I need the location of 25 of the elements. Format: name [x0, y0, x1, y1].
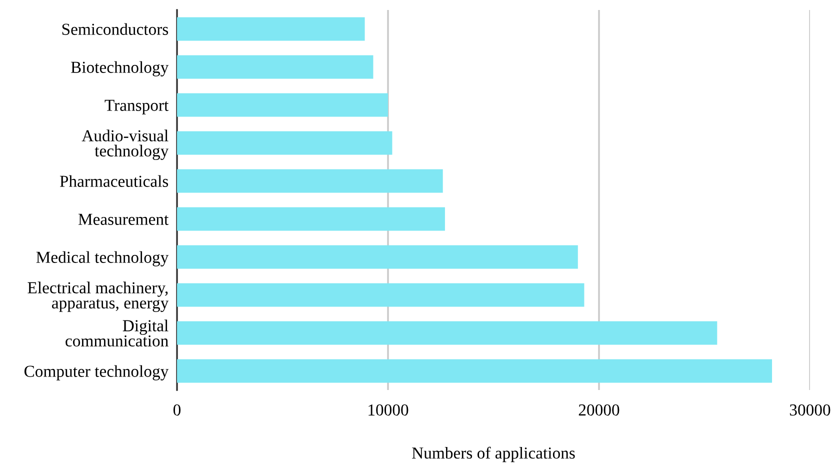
y-tick-label: Pharmaceuticals	[60, 175, 168, 187]
bar	[177, 55, 374, 79]
bar	[177, 359, 772, 383]
y-tick-label: Semiconductors	[62, 23, 168, 35]
bar	[177, 321, 718, 345]
y-tick-label: Audio-visual technology	[82, 130, 169, 160]
bar	[177, 131, 392, 155]
y-tick-label: Biotechnology	[71, 61, 169, 76]
x-tick-label: 20000	[578, 404, 620, 416]
x-tick-label: 10000	[368, 404, 408, 416]
x-axis-title: Numbers of applications	[412, 446, 575, 462]
x-tick-label: 30000	[790, 404, 830, 416]
x-tick-label: 0	[173, 404, 181, 416]
y-tick-label: Electrical machinery, apparatus, energy	[28, 282, 169, 312]
y-tick-label: Transport	[104, 100, 169, 114]
bar	[177, 93, 388, 117]
y-tick-label: Medical technology	[36, 251, 169, 266]
bar	[177, 283, 584, 307]
bar	[177, 245, 578, 269]
y-tick-label: Computer technology	[24, 365, 169, 380]
bar	[177, 169, 443, 193]
y-tick-label: Digital communication	[66, 320, 168, 347]
y-tick-label: Measurement	[78, 214, 169, 225]
bar	[177, 207, 445, 231]
bar	[177, 17, 365, 41]
